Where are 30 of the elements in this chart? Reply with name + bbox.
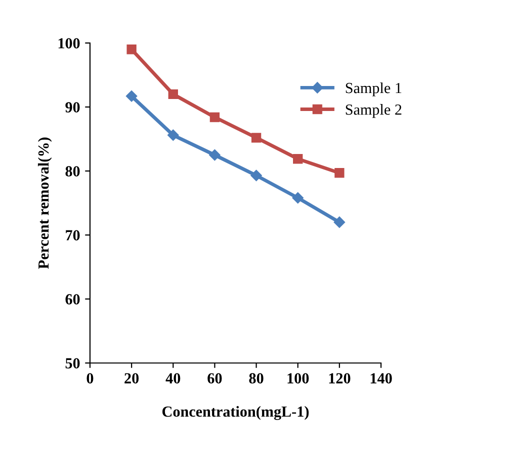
point	[209, 149, 220, 161]
x-tick-label: 100	[288, 373, 309, 384]
point	[292, 192, 304, 204]
legend-label: Sample 1	[346, 82, 402, 96]
point	[334, 216, 346, 228]
x-tick-label: 40	[166, 373, 180, 384]
legend-label: Sample 2	[346, 104, 402, 118]
y-tick-label: 70	[66, 230, 80, 240]
point	[126, 44, 136, 54]
y-tick-label: 80	[66, 166, 80, 176]
point	[168, 89, 178, 100]
point	[334, 168, 344, 178]
point	[168, 130, 179, 141]
y-axis-title: Percent removal(%)	[38, 138, 52, 269]
x-axis-title: Concentration(mgL-1)	[162, 406, 309, 420]
x-tick-label: 20	[124, 373, 139, 384]
point	[126, 90, 138, 102]
point	[250, 170, 262, 182]
x-tick-label: 80	[249, 373, 264, 384]
y-tick-label: 50	[66, 358, 80, 368]
x-tick-label: 60	[208, 373, 222, 384]
point	[210, 112, 220, 122]
y-tick-label: 90	[65, 102, 80, 112]
point	[251, 132, 262, 143]
y-tick-label: 60	[66, 294, 80, 304]
x-tick-label: 120	[329, 373, 350, 384]
x-tick-label: 140	[370, 373, 392, 384]
point	[292, 154, 303, 164]
y-tick-label: 100	[58, 38, 80, 48]
x-tick-label: 0	[86, 373, 94, 384]
